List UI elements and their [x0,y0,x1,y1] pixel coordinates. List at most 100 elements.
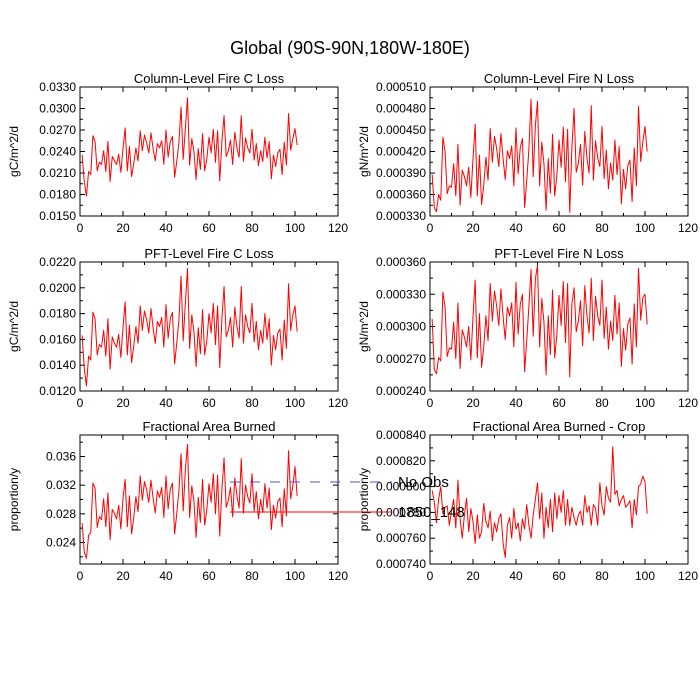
plot-frame [429,86,689,217]
y-tick-label: 0.000450 [376,123,426,137]
x-tick-label: 0 [77,396,84,410]
y-tick-label: 0.028 [46,507,76,521]
x-tick-label: 60 [202,221,216,235]
legend-label-1850-148: 1850_148 [398,504,465,521]
x-tick-label: 120 [678,569,698,583]
y-tick-label: 0.0160 [39,332,76,346]
x-tick-label: 80 [595,221,609,235]
legend-label-no-obs: No Obs [398,474,449,491]
x-tick-label: 120 [678,396,698,410]
x-tick-label: 20 [116,396,130,410]
x-tick-label: 60 [552,396,566,410]
y-tick-label: 0.000300 [376,320,426,334]
x-tick-label: 40 [159,569,173,583]
x-tick-label: 20 [466,569,480,583]
plot-frame [79,434,339,565]
x-tick-label: 60 [202,569,216,583]
x-tick-label: 40 [159,221,173,235]
x-tick-label: 60 [202,396,216,410]
y-tick-label: 0.036 [46,450,76,464]
y-tick-label: 0.0150 [39,209,76,223]
panel-title: Fractional Area Burned [143,419,276,434]
x-tick-label: 60 [552,569,566,583]
x-tick-label: 80 [245,569,259,583]
y-tick-label: 0.000840 [376,428,426,442]
y-tick-label: 0.0240 [39,145,76,159]
figure-title: Global (90S-90N,180W-180E) [230,38,470,58]
x-tick-label: 100 [635,221,655,235]
series-line-1850_148 [81,97,298,197]
x-tick-label: 120 [678,221,698,235]
x-tick-label: 0 [427,221,434,235]
x-tick-label: 40 [509,221,523,235]
y-tick-label: 0.000780 [376,505,426,519]
plot-frame [79,86,339,217]
chart-panel-6: Fractional Area Burned - Crop proportion/… [357,419,698,583]
y-tick-label: 0.000740 [376,557,426,571]
plot-frame [79,261,339,392]
panel-title: Fractional Area Burned - Crop [473,419,646,434]
y-axis-label: gC/m^2/d [7,301,21,352]
x-tick-label: 100 [635,396,655,410]
panel-title: PFT-Level Fire C Loss [144,246,274,261]
chart-panel-1: Column-Level Fire C Loss gC/m^2/d 0 20 40 60 8… [7,71,348,235]
x-tick-label: 0 [427,396,434,410]
y-tick-label: 0.024 [46,536,76,550]
y-tick-label: 0.000420 [376,145,426,159]
y-tick-label: 0.000760 [376,531,426,545]
series-line-1850_148 [81,443,298,559]
y-tick-label: 0.000800 [376,480,426,494]
y-tick-label: 0.0180 [39,188,76,202]
y-tick-label: 0.0330 [39,80,76,94]
x-tick-label: 120 [328,396,348,410]
x-tick-label: 20 [466,396,480,410]
y-tick-label: 0.0120 [39,384,76,398]
x-tick-label: 40 [509,569,523,583]
y-axis-label: proportion/y [357,468,371,531]
x-tick-label: 0 [77,569,84,583]
x-tick-label: 100 [285,396,305,410]
y-axis-label: proportion/y [7,468,21,531]
x-tick-label: 80 [595,396,609,410]
series-line-1850_148 [431,98,648,213]
x-tick-label: 100 [285,221,305,235]
chart-panel-2: Column-Level Fire N Loss gN/m^2/d 0 20 40 60 8… [357,71,698,235]
x-tick-label: 100 [635,569,655,583]
x-tick-label: 120 [328,569,348,583]
x-tick-label: 20 [116,221,130,235]
y-tick-label: 0.000360 [376,255,426,269]
series-line-1850_148 [81,267,298,387]
x-tick-label: 0 [427,569,434,583]
panel-title: Column-Level Fire C Loss [134,71,285,86]
y-tick-label: 0.0300 [39,102,76,116]
y-tick-label: 0.000330 [376,209,426,223]
y-tick-label: 0.0180 [39,307,76,321]
y-tick-label: 0.000270 [376,352,426,366]
y-tick-label: 0.0200 [39,281,76,295]
y-tick-label: 0.0220 [39,255,76,269]
y-tick-label: 0.0140 [39,358,76,372]
x-tick-label: 80 [245,396,259,410]
chart-panel-4: PFT-Level Fire N Loss gN/m^2/d 0 20 40 60 80 10… [357,246,698,410]
y-axis-label: gC/m^2/d [7,126,21,177]
x-tick-label: 20 [116,569,130,583]
y-axis-label: gN/m^2/d [357,301,371,352]
y-tick-label: 0.000390 [376,166,426,180]
x-tick-label: 20 [466,221,480,235]
panel-title: Column-Level Fire N Loss [484,71,635,86]
x-tick-label: 40 [509,396,523,410]
y-tick-label: 0.000480 [376,102,426,116]
x-tick-label: 60 [552,221,566,235]
panel-title: PFT-Level Fire N Loss [494,246,624,261]
x-tick-label: 120 [328,221,348,235]
y-tick-label: 0.000360 [376,188,426,202]
panels: Column-Level Fire C Loss gC/m^2/d 0 20 40 60 8… [7,71,698,583]
x-tick-label: 0 [77,221,84,235]
x-tick-label: 80 [245,221,259,235]
legend: No Obs 1850_148 [230,474,465,521]
y-tick-label: 0.000330 [376,287,426,301]
y-tick-label: 0.0210 [39,166,76,180]
y-tick-label: 0.000510 [376,80,426,94]
series-line-1850_148 [431,446,648,559]
y-axis-label: gN/m^2/d [357,126,371,177]
